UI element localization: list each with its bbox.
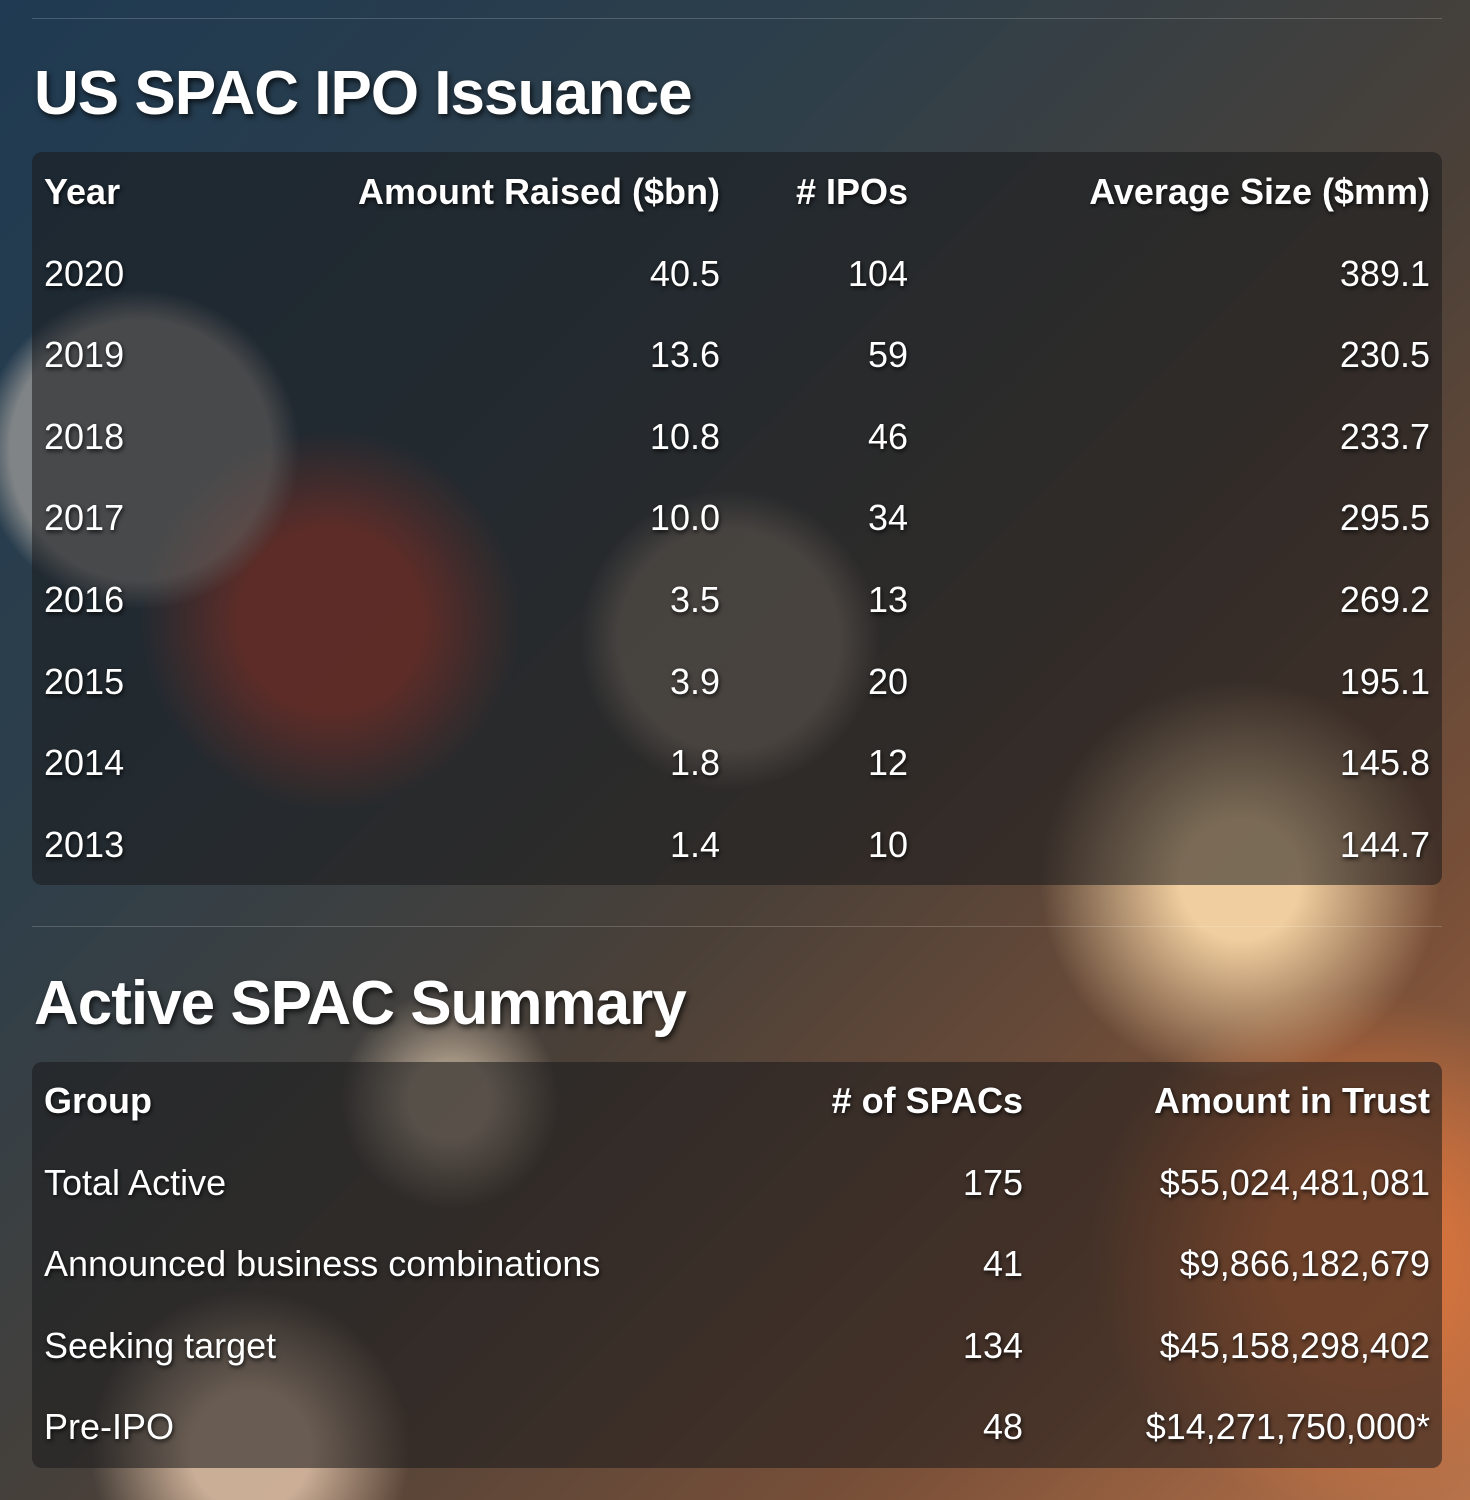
column-header: Year — [44, 171, 121, 212]
table-cell: 12 — [867, 742, 908, 784]
table-cell: 2020 — [44, 252, 125, 294]
table-cell: 1.4 — [669, 823, 720, 865]
table-cell: 389.1 — [1339, 252, 1430, 294]
table-cell: $14,271,750,000* — [1145, 1406, 1430, 1448]
table-cell: 3.9 — [669, 660, 720, 702]
table-cell: 2014 — [44, 742, 125, 784]
table-cell: 10.0 — [649, 497, 720, 539]
table-cell: 2013 — [44, 823, 125, 865]
table-cell: 10 — [867, 823, 908, 865]
table-cell: 10.8 — [649, 415, 720, 457]
column-header: # of SPACs — [831, 1080, 1023, 1121]
column-header: # IPOs — [795, 171, 908, 212]
table-cell: $45,158,298,402 — [1159, 1324, 1430, 1366]
table-cell: 34 — [867, 497, 908, 539]
table-cell: Announced business combinations — [44, 1243, 601, 1285]
table-cell: 13.6 — [649, 334, 720, 376]
table-cell: 233.7 — [1339, 415, 1430, 457]
table-cell: 2015 — [44, 660, 125, 702]
column-header: Average Size ($mm) — [1089, 171, 1430, 212]
table-cell: $9,866,182,679 — [1179, 1243, 1430, 1285]
column-header: Group — [44, 1080, 152, 1121]
divider — [32, 18, 1442, 19]
table-cell: 46 — [867, 415, 908, 457]
table-cell: 3.5 — [669, 579, 720, 620]
table-panel — [32, 152, 1442, 885]
table-cell: Total Active — [44, 1161, 227, 1203]
table-cell: 230.5 — [1339, 334, 1430, 376]
table-panel — [32, 1062, 1442, 1468]
table-cell: 269.2 — [1339, 579, 1430, 620]
table-cell: 145.8 — [1339, 742, 1430, 784]
table-cell: 2016 — [44, 579, 125, 620]
table-cell: 144.7 — [1339, 823, 1430, 865]
table-cell: 195.1 — [1339, 660, 1430, 702]
table-cell: 13 — [867, 579, 908, 620]
table-cell: 41 — [982, 1243, 1023, 1285]
table-cell: 295.5 — [1339, 497, 1430, 539]
table-cell: Pre-IPO — [44, 1406, 175, 1448]
table-cell: 59 — [867, 334, 908, 376]
table-cell: 2018 — [44, 415, 125, 457]
table-cell: 134 — [962, 1324, 1023, 1366]
table-cell: 40.5 — [649, 252, 720, 294]
table-cell: Seeking target — [44, 1324, 277, 1366]
section-title: US SPAC IPO Issuance — [34, 59, 693, 128]
table-cell: 2017 — [44, 497, 125, 539]
table-cell: 2019 — [44, 334, 125, 376]
table-cell: 104 — [847, 252, 908, 294]
table-cell: 175 — [962, 1161, 1023, 1203]
divider — [32, 926, 1442, 927]
column-header: Amount in Trust — [1154, 1080, 1430, 1121]
section-title: Active SPAC Summary — [34, 969, 687, 1038]
column-header: Amount Raised ($bn) — [357, 171, 720, 212]
table-cell: $55,024,481,081 — [1159, 1161, 1430, 1203]
table-cell: 20 — [867, 660, 908, 702]
table-cell: 1.8 — [669, 742, 720, 784]
table-cell: 48 — [982, 1406, 1023, 1448]
